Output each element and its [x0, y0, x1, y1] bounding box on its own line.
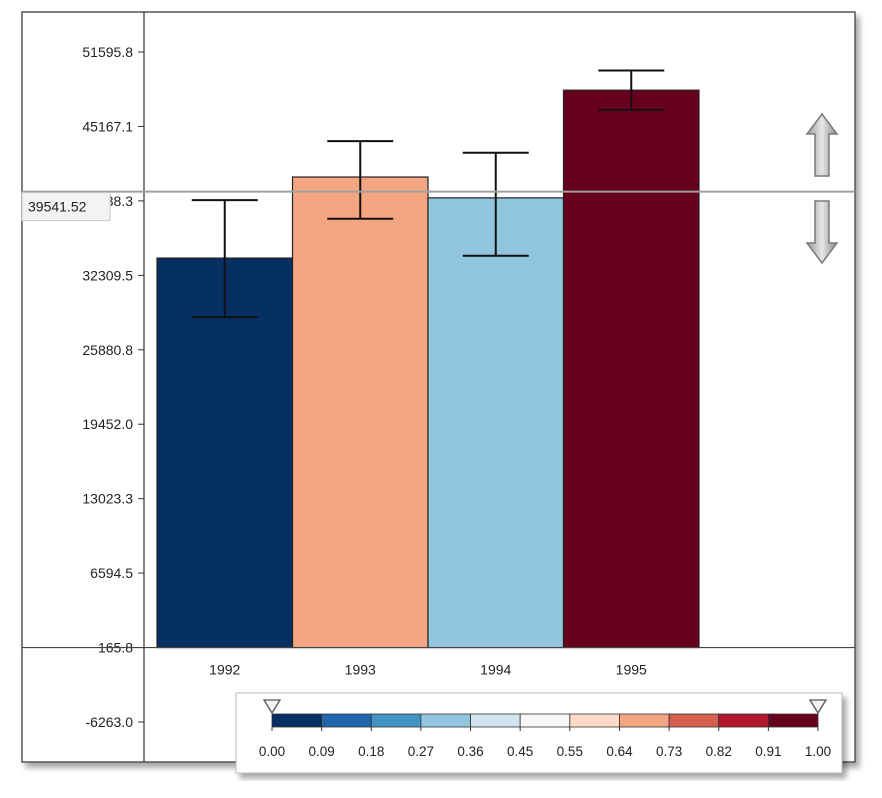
colorbar-label: 0.82 — [706, 744, 732, 759]
x-tick-label-1992: 1992 — [209, 662, 240, 678]
colorbar-min-handle[interactable] — [262, 699, 282, 715]
colorbar-label: 0.00 — [259, 744, 285, 759]
x-tick-labels: 1992 1993 1994 1995 — [209, 662, 647, 678]
colorbar-label: 0.45 — [507, 744, 533, 759]
colorbar-swatch — [271, 713, 323, 728]
colorbar-panel: 0.00 0.09 0.18 0.27 0.36 0.45 0.55 0.64 0.73 0.82… — [235, 692, 843, 774]
colorbar-swatch — [668, 713, 720, 728]
colorbar-swatch — [569, 713, 620, 728]
colorbar-max-handle[interactable] — [808, 699, 828, 715]
x-tick-label-1994: 1994 — [480, 662, 511, 678]
colorbar-swatch — [370, 713, 422, 728]
colorbar-label: 0.55 — [557, 744, 583, 759]
threshold-readout: 39541.52 — [21, 192, 111, 222]
x-tick-label-1995: 1995 — [616, 662, 647, 678]
y-tick-label: 25880.8 — [82, 342, 133, 358]
colorbar-label: 1.00 — [805, 744, 831, 759]
colorbar-label: 0.36 — [457, 744, 483, 759]
arrow-down-icon[interactable] — [805, 200, 839, 265]
colorbar-swatch — [470, 713, 521, 728]
bar-1993 — [291, 176, 429, 649]
threshold-value: 39541.52 — [28, 199, 87, 215]
y-tick-label: 51595.8 — [82, 44, 133, 60]
colorbar-swatch — [619, 713, 670, 728]
colorbar-label: 0.09 — [308, 744, 334, 759]
y-tick-label: -6263.0 — [86, 714, 134, 730]
y-tick-label: 19452.0 — [82, 416, 133, 432]
colorbar-swatch — [767, 713, 819, 728]
colorbar-label: 0.91 — [755, 744, 781, 759]
y-tick-label: 32309.5 — [82, 267, 133, 283]
bar-1994 — [427, 197, 565, 649]
error-bars — [191, 69, 665, 319]
x-tick-label-1993: 1993 — [345, 662, 376, 678]
colorbar-swatches — [271, 713, 819, 728]
y-tick-label: 45167.1 — [82, 118, 133, 134]
bar-1992 — [156, 257, 294, 649]
colorbar-label: 0.73 — [656, 744, 682, 759]
colorbar-label: 0.27 — [408, 744, 434, 759]
bar-1995 — [562, 89, 700, 649]
colorbar-labels: 0.00 0.09 0.18 0.27 0.36 0.45 0.55 0.64 0.73 0.82… — [259, 727, 831, 759]
y-tick-label: 6594.5 — [90, 565, 133, 581]
bars — [156, 89, 700, 649]
colorbar-label: 0.18 — [358, 744, 384, 759]
y-tick-label: 13023.3 — [82, 491, 133, 507]
colorbar-swatch — [718, 713, 769, 728]
colorbar-swatch — [519, 713, 571, 728]
colorbar-label: 0.64 — [606, 744, 633, 759]
arrow-up-icon[interactable] — [805, 112, 839, 177]
colorbar-swatch — [321, 713, 372, 728]
colorbar-swatch — [420, 713, 471, 728]
